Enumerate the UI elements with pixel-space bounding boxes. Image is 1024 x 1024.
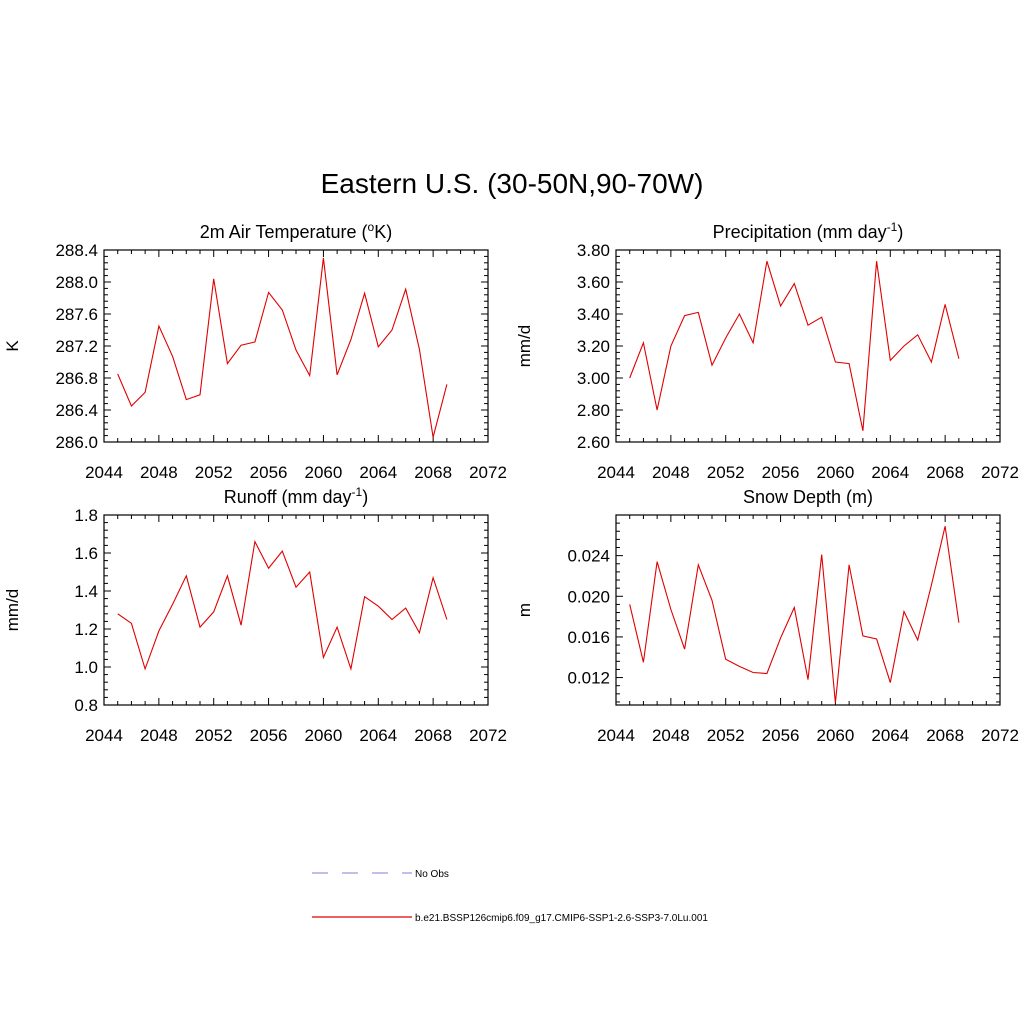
legend-model-label: b.e21.BSSP126cmip6.f09_g17.CMIP6-SSP1-2.… [415, 913, 708, 924]
x-tick-label: 2072 [981, 463, 1019, 482]
y-axis-label: m [515, 603, 534, 617]
x-tick-label: 2048 [140, 726, 178, 745]
y-tick-label: 1.6 [74, 544, 98, 563]
panel-title: Runoff (mm day-1) [224, 485, 368, 507]
y-tick-label: 286.8 [55, 369, 98, 388]
x-tick-label: 2056 [762, 726, 800, 745]
y-tick-label: 288.0 [55, 273, 98, 292]
y-tick-label: 2.60 [577, 433, 610, 452]
x-tick-label: 2060 [305, 726, 343, 745]
x-tick-label: 2072 [981, 726, 1019, 745]
x-tick-label: 2068 [414, 463, 452, 482]
x-tick-label: 2064 [359, 726, 397, 745]
x-tick-label: 2056 [250, 726, 288, 745]
y-tick-label: 287.2 [55, 337, 98, 356]
panel-title: Precipitation (mm day-1) [713, 220, 904, 242]
y-tick-label: 286.4 [55, 401, 98, 420]
x-tick-label: 2064 [871, 463, 909, 482]
y-tick-label: 286.0 [55, 433, 98, 452]
plot-frame [103, 249, 489, 443]
x-tick-label: 2044 [597, 726, 635, 745]
x-tick-label: 2064 [871, 726, 909, 745]
plot-frame [103, 514, 489, 706]
y-tick-label: 0.016 [567, 628, 610, 647]
legend: No Obs b.e21.BSSP126cmip6.f09_g17.CMIP6-… [312, 869, 708, 924]
y-tick-label: 1.8 [74, 506, 98, 525]
x-tick-label: 2052 [195, 726, 233, 745]
y-tick-label: 1.0 [74, 658, 98, 677]
series-line-snow-depth [629, 526, 960, 704]
x-tick-label: 2060 [305, 463, 343, 482]
x-tick-label: 2056 [250, 463, 288, 482]
panel-title: 2m Air Temperature (oK) [200, 220, 392, 242]
y-tick-label: 2.80 [577, 401, 610, 420]
x-tick-label: 2060 [817, 726, 855, 745]
x-tick-label: 2052 [707, 726, 745, 745]
y-axis-label: mm/d [3, 589, 22, 632]
y-tick-label: 0.8 [74, 696, 98, 715]
x-tick-label: 2064 [359, 463, 397, 482]
y-tick-label: 3.00 [577, 369, 610, 388]
y-axis-label: mm/d [515, 325, 534, 368]
chart-snow-depth: 2044 2048 2052 2056 2060 2064 2068 2072 0.012 0.0… [515, 487, 1019, 745]
y-tick-label: 3.80 [577, 241, 610, 260]
x-tick-label: 2048 [652, 463, 690, 482]
series-line-temperature [117, 257, 448, 438]
x-tick-label: 2068 [414, 726, 452, 745]
figure-title: Eastern U.S. (30-50N,90-70W) [320, 168, 704, 199]
legend-obs-label: No Obs [415, 869, 449, 880]
y-tick-label: 3.60 [577, 273, 610, 292]
y-tick-label: 0.020 [567, 587, 610, 606]
x-tick-label: 2052 [707, 463, 745, 482]
x-tick-label: 2044 [85, 726, 123, 745]
y-tick-label: 1.4 [74, 582, 98, 601]
y-tick-label: 3.20 [577, 337, 610, 356]
chart-precipitation: 2044 2048 2052 2056 2060 2064 2068 2072 2.60 2.80… [515, 220, 1019, 482]
x-tick-label: 2068 [926, 463, 964, 482]
y-tick-label: 287.6 [55, 305, 98, 324]
series-line-runoff [117, 539, 448, 672]
y-tick-label: 0.012 [567, 669, 610, 688]
x-tick-label: 2044 [85, 463, 123, 482]
x-tick-label: 2072 [469, 726, 507, 745]
x-tick-label: 2048 [140, 463, 178, 482]
chart-temperature: 2044 2048 2052 2056 2060 2064 2068 2072 286.0 286… [3, 220, 507, 482]
x-tick-label: 2048 [652, 726, 690, 745]
y-axis-label: K [3, 340, 22, 352]
y-tick-label: 1.2 [74, 620, 98, 639]
series-line-precipitation [629, 261, 960, 431]
chart-panels: 2044 2048 2052 2056 2060 2064 2068 2072 286.0 286… [3, 220, 1019, 745]
y-tick-label: 288.4 [55, 241, 98, 260]
y-tick-label: 0.024 [567, 547, 610, 566]
x-tick-label: 2072 [469, 463, 507, 482]
chart-runoff: 2044 2048 2052 2056 2060 2064 2068 2072 0.8 1.0 1.… [3, 485, 507, 745]
y-tick-label: 3.40 [577, 305, 610, 324]
x-tick-label: 2060 [817, 463, 855, 482]
plot-frame [615, 249, 1001, 443]
x-tick-label: 2044 [597, 463, 635, 482]
panel-title: Snow Depth (m) [743, 487, 873, 507]
x-tick-label: 2052 [195, 463, 233, 482]
x-tick-label: 2056 [762, 463, 800, 482]
x-tick-label: 2068 [926, 726, 964, 745]
